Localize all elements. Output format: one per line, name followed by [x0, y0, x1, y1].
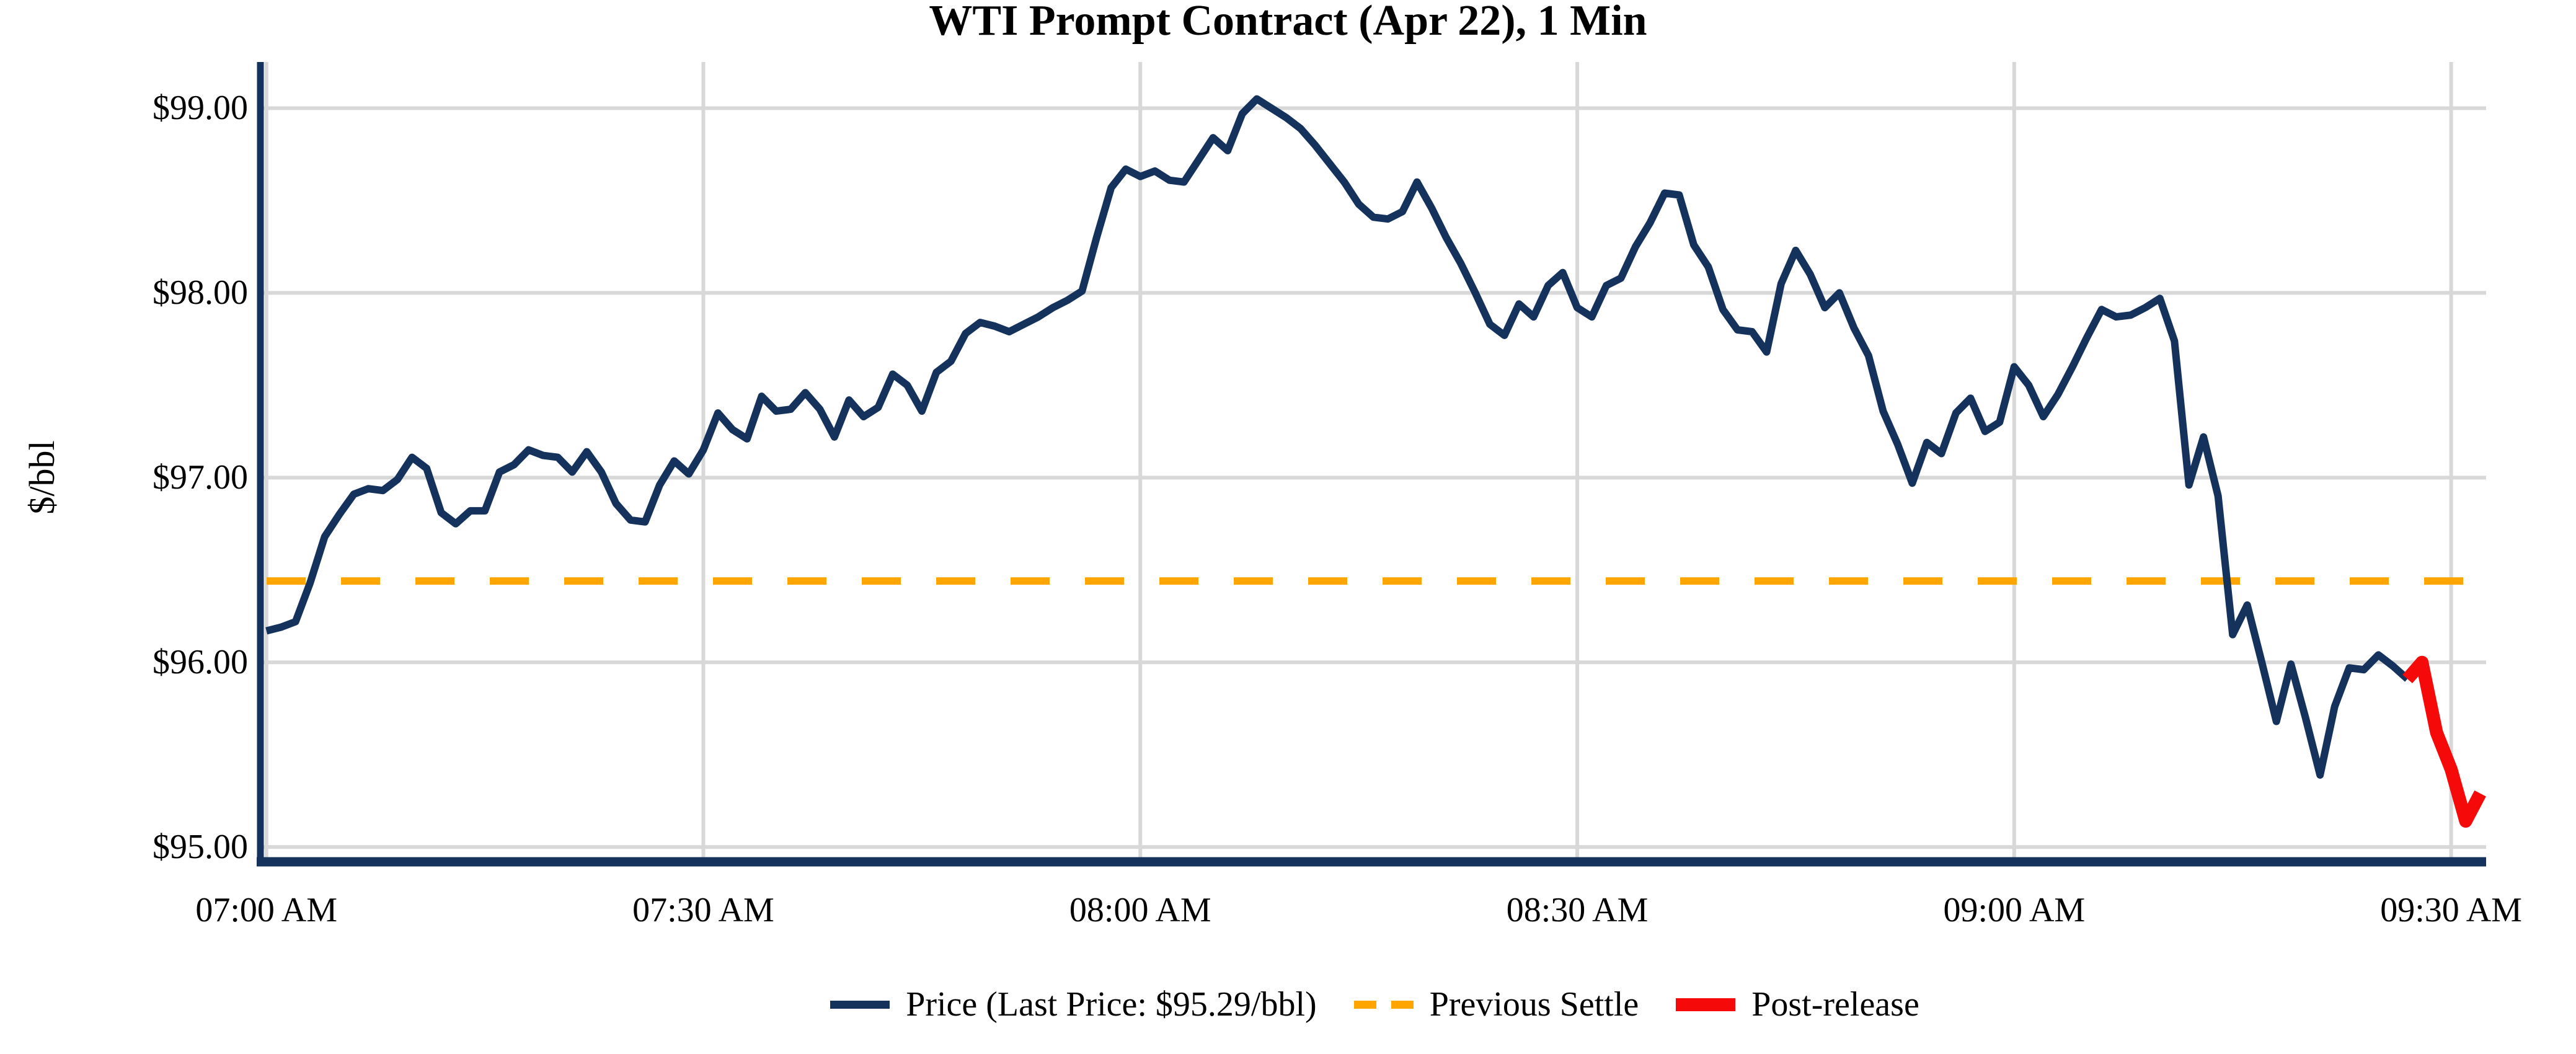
x-tick-label: 09:00 AM [1943, 891, 2086, 929]
post-release-line-swatch-icon [1676, 998, 1736, 1011]
chart-legend: Price (Last Price: $95.29/bbl) Previous … [263, 985, 2486, 1024]
post-release-line [2402, 655, 2486, 828]
x-tick-label: 09:30 AM [2380, 891, 2522, 929]
legend-label-price: Price (Last Price: $95.29/bbl) [906, 985, 1317, 1024]
y-tick-label: $95.00 [153, 828, 248, 867]
chart-title: WTI Prompt Contract (Apr 22), 1 Min [929, 0, 1647, 45]
legend-label-post-release: Post-release [1751, 985, 1919, 1024]
y-tick-label: $98.00 [153, 273, 248, 312]
x-tick-label: 08:30 AM [1506, 891, 1649, 929]
previous-settle-dashed-swatch-icon [1353, 1000, 1414, 1009]
x-tick-label: 07:30 AM [632, 891, 774, 929]
x-tick-label: 07:00 AM [195, 891, 338, 929]
legend-label-previous-settle: Previous Settle [1429, 985, 1639, 1024]
legend-item-price: Price (Last Price: $95.29/bbl) [830, 985, 1317, 1024]
legend-item-previous-settle: Previous Settle [1353, 985, 1639, 1024]
price-line [265, 95, 2410, 779]
y-tick-label: $97.00 [153, 458, 248, 497]
price-line-swatch-icon [830, 1000, 890, 1009]
legend-item-post-release: Post-release [1676, 985, 1919, 1024]
x-tick-label: 08:00 AM [1069, 891, 1211, 929]
y-tick-label: $99.00 [153, 89, 248, 128]
y-tick-label: $96.00 [153, 643, 248, 682]
